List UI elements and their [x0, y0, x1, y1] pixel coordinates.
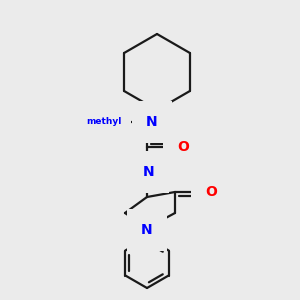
Text: N: N [141, 223, 153, 237]
Text: N: N [143, 165, 155, 179]
Text: H: H [132, 166, 142, 178]
Text: N: N [146, 115, 158, 129]
Text: O: O [205, 185, 217, 199]
Text: O: O [177, 140, 189, 154]
Text: methyl: methyl [86, 118, 122, 127]
